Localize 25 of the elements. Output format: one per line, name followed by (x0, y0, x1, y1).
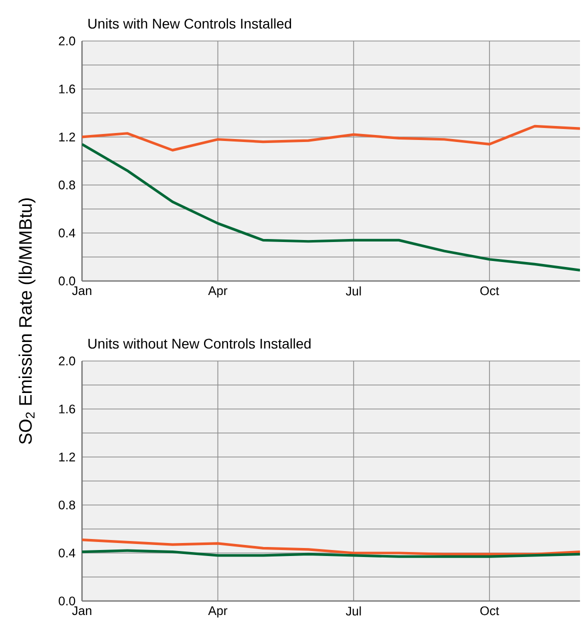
y-tick-label: 0.0 (58, 276, 76, 286)
y-tick-label: 1.2 (59, 132, 76, 142)
line-series (82, 124, 580, 152)
y-tick-label: 0.8 (58, 500, 76, 510)
y-tick-label: 0.4 (58, 548, 76, 558)
y-tick-label: 2.0 (59, 36, 76, 46)
y-axis-title: SO$_{2}$ Emission Rate (lb/MMBtu) (18, 198, 36, 444)
x-tick-label: Apr (208, 286, 228, 298)
x-tick-label: Apr (208, 606, 228, 618)
y-tick-label: 0.4 (58, 228, 76, 238)
x-tick-label: Jul (346, 606, 361, 616)
x-tick-label: Oct (480, 606, 500, 616)
chart-title: Units with New Controls Installed (88, 18, 292, 29)
chart-title: Units without New Controls Installed (88, 338, 311, 349)
y-tick-label: 2.0 (59, 356, 76, 366)
y-tick-label: 1.2 (59, 452, 76, 462)
y-tick-label: 0.0 (58, 596, 76, 606)
y-tick-label: 1.6 (59, 404, 76, 414)
y-tick-label: 1.6 (59, 84, 76, 94)
x-tick-label: Jan (72, 286, 92, 296)
x-tick-label: Oct (480, 286, 500, 296)
x-tick-label: Jan (72, 606, 92, 616)
x-tick-label: Jul (346, 286, 361, 296)
line-series (82, 142, 580, 272)
y-tick-label: 0.8 (58, 180, 76, 190)
